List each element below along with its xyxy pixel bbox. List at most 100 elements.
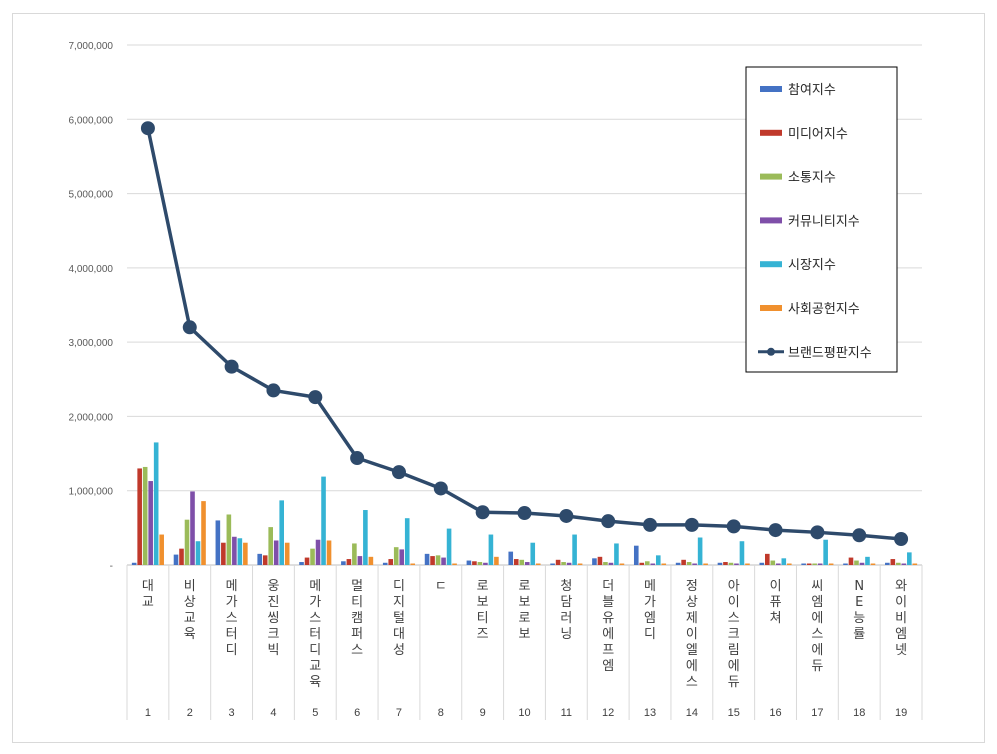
bar [644, 561, 650, 565]
bar [159, 534, 164, 565]
rank-label: 18 [853, 707, 865, 719]
bar [577, 563, 583, 565]
line-point [601, 514, 616, 529]
bar [661, 563, 667, 565]
bar [201, 501, 206, 565]
legend-swatch [760, 86, 782, 92]
bar [870, 563, 876, 565]
bar [279, 500, 284, 565]
bar [388, 559, 394, 565]
line-point [140, 121, 155, 136]
bar [572, 534, 577, 565]
bar [299, 562, 304, 565]
bar [776, 563, 781, 565]
line-point [433, 481, 448, 496]
line-series [140, 121, 909, 546]
line-point [391, 465, 406, 480]
bar [739, 541, 745, 565]
bar [284, 542, 290, 565]
line-point [308, 390, 323, 405]
bar [759, 562, 765, 565]
bar [494, 556, 499, 565]
bar [243, 542, 248, 565]
line-point [182, 320, 197, 335]
bar [787, 563, 792, 565]
bar [619, 563, 625, 565]
y-tick-label: 4,000,000 [69, 264, 114, 275]
bar [561, 562, 566, 565]
bar [472, 561, 477, 565]
bar [723, 562, 728, 565]
bar [843, 563, 848, 565]
y-tick-label: 3,000,000 [69, 338, 114, 349]
bar [148, 481, 153, 565]
bar [885, 562, 890, 565]
rank-label: 13 [644, 707, 656, 719]
rank-label: 15 [728, 707, 740, 719]
bar [441, 557, 446, 565]
bar [446, 528, 452, 565]
bar [854, 560, 859, 565]
bar [675, 562, 681, 565]
bar [326, 540, 332, 565]
brand-reputation-chart: - 1,000,000 2,000,000 3,000,000 4,000,000 5,0… [69, 41, 923, 720]
bar [896, 562, 901, 565]
legend-swatch [760, 305, 782, 311]
bar [237, 538, 243, 565]
y-tick-label: 1,000,000 [69, 487, 114, 498]
legend-label: 소통지수 [788, 171, 836, 186]
bar [410, 563, 416, 565]
bar [530, 542, 536, 565]
bar [655, 555, 661, 565]
bar [273, 540, 279, 565]
bar [555, 559, 561, 565]
bar [430, 556, 435, 565]
legend-swatch [760, 173, 782, 180]
bar [865, 556, 870, 565]
bar [614, 543, 619, 565]
line-point [350, 451, 365, 466]
rank-label: 4 [270, 707, 276, 719]
line-point [810, 525, 825, 540]
rank-label: 5 [312, 707, 318, 719]
y-tick-label: 6,000,000 [69, 115, 114, 126]
bar [357, 556, 363, 565]
line-point [559, 508, 574, 523]
line-point [643, 517, 658, 532]
rank-label: 17 [811, 707, 823, 719]
bar [131, 562, 137, 565]
line-point [726, 519, 741, 534]
line-point [852, 528, 867, 543]
bar [566, 562, 572, 565]
bar [190, 491, 195, 565]
bar [404, 518, 410, 565]
bar [137, 468, 142, 565]
bar [488, 534, 494, 565]
bar [901, 563, 907, 565]
bar [912, 563, 918, 565]
bar [179, 548, 184, 565]
rank-label: 7 [396, 707, 402, 719]
x-axis-categories: 대 교 1 비 상 교 육 2 메 가 스 터 디 3 웅 진 씽 크 빅 4 메 가 스 터 디 교 육 5 멀 티 캠 퍼 스 6 디 지 털 대 성 7… [142, 579, 907, 719]
y-tick-label: 5,000,000 [69, 190, 114, 201]
rank-label: 2 [187, 707, 193, 719]
rank-label: 3 [229, 707, 235, 719]
bar [513, 559, 519, 565]
legend-label: 커뮤니티지수 [788, 214, 860, 229]
rank-label: 14 [686, 707, 698, 719]
bar [153, 442, 159, 565]
line-point [266, 383, 281, 398]
rank-label: 8 [438, 707, 444, 719]
